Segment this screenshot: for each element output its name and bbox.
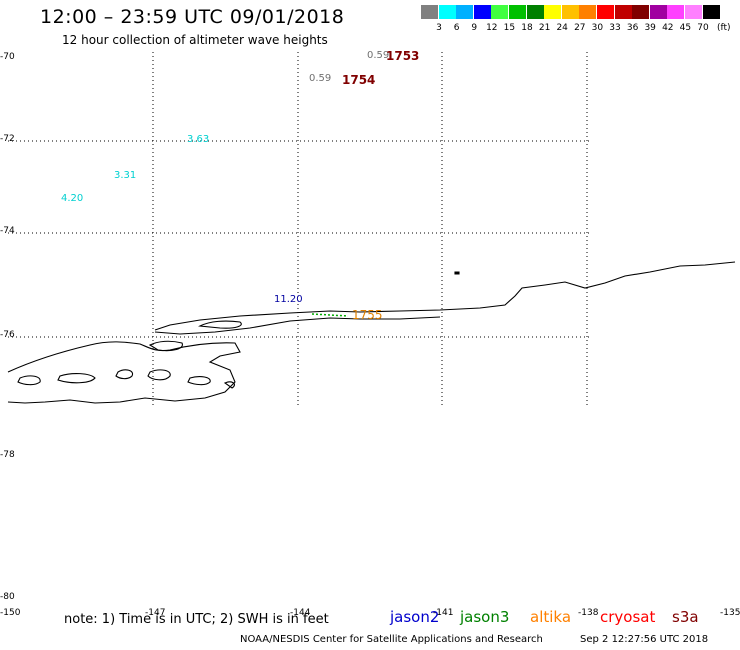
legend-tick-label: 39 bbox=[644, 23, 656, 33]
longitude-label: -144 bbox=[290, 608, 311, 618]
latitude-label: -78 bbox=[0, 450, 15, 460]
legend-swatch bbox=[614, 5, 632, 19]
legend-swatch bbox=[526, 5, 544, 19]
legend-swatch bbox=[685, 5, 702, 19]
satellite-label-altika: altika bbox=[530, 608, 572, 626]
latitude-label: -72 bbox=[0, 134, 15, 144]
legend-tick-label: 9 bbox=[471, 23, 478, 33]
legend-swatch bbox=[509, 5, 526, 19]
legend-tick-label: 42 bbox=[662, 23, 674, 33]
legend-swatch bbox=[561, 5, 579, 19]
observation-label: 3.63 bbox=[187, 134, 210, 145]
longitude-label: -138 bbox=[578, 608, 599, 618]
latitude-label: -74 bbox=[0, 226, 15, 236]
legend-swatch bbox=[491, 5, 509, 19]
satellite-label-jason2: jason2 bbox=[390, 608, 440, 626]
legend-swatch bbox=[632, 5, 650, 19]
latitude-label: -80 bbox=[0, 592, 15, 602]
observation-label: 4.20 bbox=[61, 193, 84, 204]
longitude-label: -135 bbox=[720, 608, 740, 618]
legend-tick-label: 33 bbox=[609, 23, 621, 33]
legend-swatch bbox=[421, 5, 438, 19]
legend-tick-label: 45 bbox=[679, 23, 692, 33]
legend-tick-label: 36 bbox=[626, 23, 639, 33]
time-label: 1754 bbox=[342, 73, 376, 87]
graticule bbox=[8, 52, 590, 405]
observation-label: 1755 bbox=[352, 308, 383, 322]
jason3-track-segment bbox=[311, 313, 349, 317]
latitude-label: -76 bbox=[0, 330, 15, 340]
legend-tick-label: 24 bbox=[556, 23, 568, 33]
observation-label: 0.59 bbox=[309, 73, 332, 84]
legend-swatch bbox=[667, 5, 685, 19]
observation-label: 11.20 bbox=[274, 294, 303, 305]
legend-tick-label: 3 bbox=[436, 23, 442, 33]
legend-tick-label: 30 bbox=[591, 23, 604, 33]
legend-tick-label: 15 bbox=[503, 23, 516, 33]
longitude-label: -141 bbox=[433, 608, 454, 618]
legend-tick-label: 70 bbox=[697, 23, 709, 33]
legend-swatch bbox=[649, 5, 667, 19]
legend-swatch bbox=[438, 5, 456, 19]
generation-timestamp: Sep 2 12:27:56 UTC 2018 bbox=[580, 634, 709, 645]
map-subtitle: 12 hour collection of altimeter wave hei… bbox=[62, 33, 328, 47]
legend-swatch bbox=[597, 5, 614, 19]
legend-swatch bbox=[544, 5, 562, 19]
satellite-label-jason3: jason3 bbox=[460, 608, 510, 626]
satellite-label-s3a: s3a bbox=[672, 608, 699, 626]
legend-swatch bbox=[456, 5, 474, 19]
legend-unit: (ft) bbox=[717, 23, 731, 33]
legend-tick-label: 18 bbox=[521, 23, 533, 33]
coastline bbox=[7, 261, 736, 404]
longitude-label: -147 bbox=[145, 608, 166, 618]
observation-label: 0.59 bbox=[367, 50, 390, 61]
satellite-label-cryosat: cryosat bbox=[600, 608, 656, 626]
map-title: 12:00 – 23:59 UTC 09/01/2018 bbox=[40, 6, 345, 28]
legend-tick-label: 27 bbox=[574, 23, 586, 33]
longitude-label: -150 bbox=[0, 608, 21, 618]
legend-tick-label: 12 bbox=[486, 23, 498, 33]
legend-swatch bbox=[702, 5, 720, 19]
observation-label: 3.31 bbox=[114, 170, 137, 181]
legend-swatch bbox=[473, 5, 491, 19]
legend-tick-label: 21 bbox=[538, 23, 551, 33]
footer-note: note: 1) Time is in UTC; 2) SWH is in fe… bbox=[64, 612, 329, 627]
credit-line: NOAA/NESDIS Center for Satellite Applica… bbox=[240, 634, 543, 645]
legend-tick-label: 6 bbox=[453, 23, 460, 33]
legend-swatch bbox=[579, 5, 597, 19]
latitude-label: -70 bbox=[0, 52, 15, 62]
time-label: 1753 bbox=[386, 49, 420, 63]
